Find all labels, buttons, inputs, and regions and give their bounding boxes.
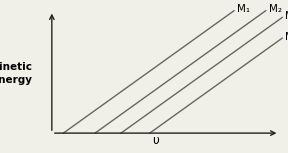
Text: M₁: M₁: [237, 4, 250, 14]
Text: M₃: M₃: [285, 11, 288, 21]
Text: M₂: M₂: [269, 4, 282, 14]
Text: M₄: M₄: [285, 32, 288, 42]
Text: Kinetic
energy: Kinetic energy: [0, 62, 32, 85]
Text: υ: υ: [152, 134, 159, 147]
